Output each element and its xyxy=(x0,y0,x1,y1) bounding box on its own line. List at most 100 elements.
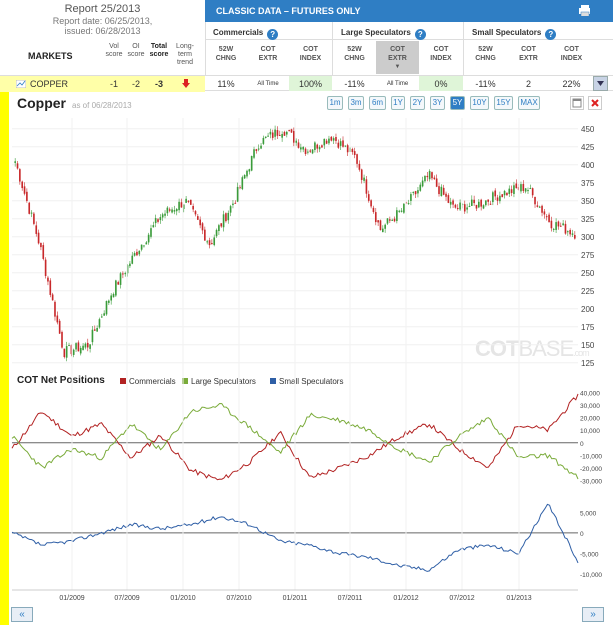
candle-body xyxy=(241,177,244,190)
candle-body xyxy=(283,131,286,136)
table-row[interactable]: COPPER -1 -2 -3 11% All Time 100% -11% A… xyxy=(0,75,613,92)
candle-body xyxy=(290,129,293,133)
candle-body xyxy=(14,161,16,163)
range-button-max[interactable]: MAX xyxy=(518,96,540,110)
range-button-3m[interactable]: 3m xyxy=(348,96,364,110)
help-icon[interactable]: ? xyxy=(414,29,426,40)
candle-body xyxy=(157,219,159,222)
scroll-down-button[interactable] xyxy=(593,76,608,91)
candle-body xyxy=(143,245,145,247)
range-button-6m[interactable]: 6m xyxy=(369,96,386,110)
candle-body xyxy=(178,201,180,211)
candle-body xyxy=(129,263,131,267)
candle-body xyxy=(370,200,372,207)
candle-body xyxy=(98,319,101,328)
range-button-5y[interactable]: 5Y xyxy=(450,96,465,110)
candle-body xyxy=(220,223,223,227)
help-icon[interactable]: ? xyxy=(545,29,557,40)
candle-body xyxy=(328,138,330,144)
ls-index-header[interactable]: COT INDEX xyxy=(430,46,452,62)
ss-index-header[interactable]: COT INDEX xyxy=(560,46,583,62)
range-button-10y[interactable]: 10Y xyxy=(470,96,489,110)
candle-body xyxy=(215,229,218,237)
range-button-3y[interactable]: 3Y xyxy=(430,96,445,110)
print-icon[interactable] xyxy=(579,5,590,16)
ss-cot-index: 22% xyxy=(562,79,581,89)
candle-body xyxy=(295,140,297,143)
range-button-1y[interactable]: 1Y xyxy=(391,96,405,110)
candle-body xyxy=(103,313,105,316)
candle-body xyxy=(384,224,386,229)
candle-body xyxy=(442,187,445,195)
ls-52w-header[interactable]: 52W CHNG xyxy=(344,46,365,62)
candle-body xyxy=(65,346,68,358)
candle-body xyxy=(211,243,213,245)
candle-body xyxy=(431,172,433,179)
range-button-15y[interactable]: 15Y xyxy=(494,96,513,110)
ss-52w-header[interactable]: 52W CHNG xyxy=(475,46,496,62)
candle-body xyxy=(445,193,447,197)
ls-cot-extr: All Time xyxy=(386,81,409,87)
candle-body xyxy=(438,186,440,195)
total-score-header[interactable]: Total score xyxy=(149,43,169,58)
candle-body xyxy=(351,149,354,153)
candle-body xyxy=(260,145,262,149)
price-tick-label: 450 xyxy=(581,125,595,134)
candle-body xyxy=(353,151,356,156)
candle-body xyxy=(492,192,494,203)
x-tick-label: 07/2009 xyxy=(114,595,139,602)
candle-body xyxy=(426,175,429,178)
candle-body xyxy=(557,221,560,227)
range-button-2y[interactable]: 2Y xyxy=(410,96,425,110)
candle-body xyxy=(564,223,567,234)
legend-small-speculators: Small Speculators xyxy=(270,377,343,386)
candle-body xyxy=(534,196,536,205)
market-cell-bg xyxy=(0,76,205,92)
candle-body xyxy=(246,170,248,177)
candle-body xyxy=(300,147,302,150)
ls-extr-header-sorted[interactable]: COT EXTR ▼ xyxy=(376,41,419,74)
report-info: Report 25/2013 Report date: 06/25/2013, … xyxy=(0,0,205,75)
candle-body xyxy=(412,191,415,193)
candle-body xyxy=(367,194,370,201)
close-icon[interactable] xyxy=(588,96,602,110)
expand-icon[interactable] xyxy=(570,96,584,110)
candle-body xyxy=(213,237,216,246)
cot-tick-label: -10,000 xyxy=(580,572,602,579)
help-icon[interactable]: ? xyxy=(267,29,279,40)
prev-page-button[interactable]: « xyxy=(11,607,33,622)
range-button-1m[interactable]: 1m xyxy=(327,96,343,110)
com-extr-header[interactable]: COT EXTR xyxy=(258,46,278,62)
vol-score-header[interactable]: Vol score xyxy=(105,43,123,58)
candle-body xyxy=(232,203,234,206)
candle-body xyxy=(410,194,412,201)
candle-body xyxy=(398,210,401,212)
candle-body xyxy=(51,294,54,301)
price-tick-label: 400 xyxy=(581,161,595,170)
com-index-header[interactable]: COT INDEX xyxy=(299,46,322,62)
market-name[interactable]: COPPER xyxy=(30,79,69,89)
candle-body xyxy=(417,190,419,194)
ss-extr-header[interactable]: COT EXTR xyxy=(519,46,538,62)
candle-body xyxy=(314,142,316,150)
candle-body xyxy=(159,217,162,221)
price-tick-label: 225 xyxy=(581,287,595,296)
candle-body xyxy=(571,233,574,235)
oi-score-header[interactable]: OI score xyxy=(127,43,145,58)
next-page-button[interactable]: » xyxy=(582,607,604,622)
candle-body xyxy=(227,212,230,221)
divider xyxy=(463,22,464,90)
candle-body xyxy=(154,218,157,224)
candle-body xyxy=(197,216,199,220)
legend-commercials: Commercials xyxy=(120,377,176,386)
com-52w-header[interactable]: 52W CHNG xyxy=(215,46,237,62)
candle-body xyxy=(131,255,134,264)
candle-body xyxy=(302,147,305,150)
candle-body xyxy=(466,207,468,210)
candle-body xyxy=(84,343,87,348)
candle-body xyxy=(168,209,171,211)
x-tick-label: 01/2013 xyxy=(506,595,531,602)
candle-body xyxy=(166,207,169,214)
trend-header[interactable]: Long-term trend xyxy=(176,43,194,66)
candle-body xyxy=(419,184,422,191)
